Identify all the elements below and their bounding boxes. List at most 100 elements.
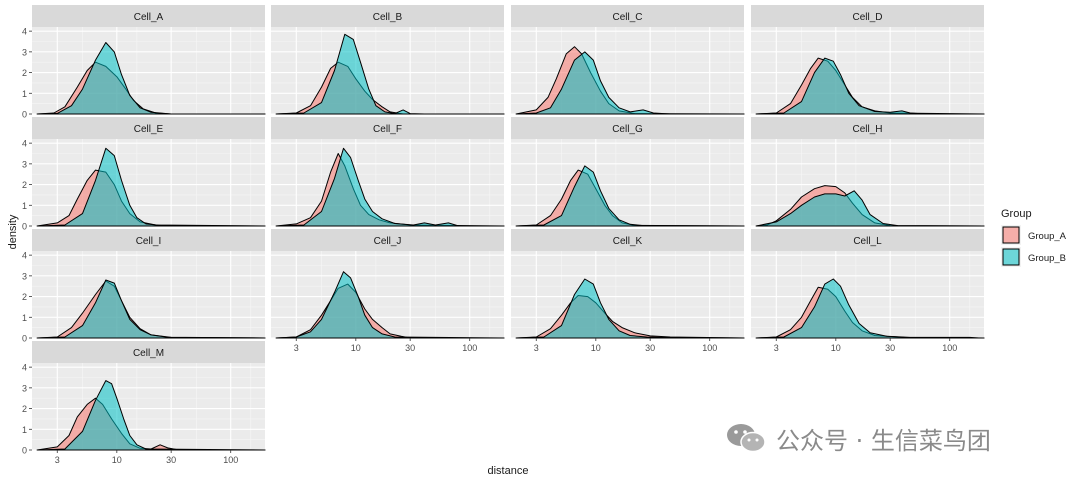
facet-strip <box>32 117 265 139</box>
watermark-text: 公众号 · 生信菜鸟团 <box>776 426 991 455</box>
panel-background <box>32 27 265 114</box>
facet-panel-cell-i: Cell_I 0 1 2 3 4 <box>22 229 266 344</box>
x-tick-label: 10 <box>591 343 601 353</box>
facet-panel-cell-k: Cell_K 3 10 30 100 <box>511 229 745 353</box>
facet-strip-label: Cell_G <box>612 124 643 135</box>
facet-panel-cell-h: Cell_H <box>751 117 985 227</box>
facet-panel-cell-a: Cell_A 0 1 2 3 4 <box>22 5 266 120</box>
watermark: 公众号 · 生信菜鸟团 <box>724 420 991 456</box>
y-tick-label: 1 <box>22 313 27 323</box>
density-area-group-b <box>755 57 985 115</box>
x-tick-label: 100 <box>942 343 957 353</box>
density-area-group-b <box>755 278 985 339</box>
facet-panel-cell-g: Cell_G <box>511 117 745 227</box>
facet-strip-label: Cell_H <box>852 124 882 135</box>
y-tick-label: 2 <box>22 404 27 414</box>
x-tick-label: 30 <box>645 343 655 353</box>
y-tick-label: 4 <box>22 27 27 37</box>
x-tick-label: 100 <box>462 343 477 353</box>
facet-strip <box>32 5 265 27</box>
panel-background <box>271 27 504 114</box>
legend: Group Group_A Group_B <box>1001 208 1067 267</box>
panel-background <box>751 251 984 338</box>
x-tick-label: 10 <box>112 455 122 465</box>
panel-background <box>511 251 744 338</box>
y-tick-label: 0 <box>22 110 27 120</box>
facet-strip-label: Cell_A <box>134 12 164 23</box>
facet-strip-label: Cell_J <box>374 236 402 247</box>
facet-panel-cell-d: Cell_D <box>751 5 985 115</box>
facet-panel-cell-e: Cell_E 0 1 2 3 4 <box>22 117 266 232</box>
facet-strip-label: Cell_I <box>136 236 162 247</box>
facet-strip-label: Cell_M <box>133 348 164 359</box>
density-area-group-b <box>36 279 266 339</box>
panel-background <box>751 27 984 114</box>
facet-panel-cell-m: Cell_M 0 1 2 3 4 3 10 30 100 <box>22 341 266 465</box>
facet-strip <box>32 229 265 251</box>
y-tick-label: 1 <box>22 89 27 99</box>
wechat-icon <box>727 424 766 453</box>
facet-panel-cell-f: Cell_F <box>271 117 505 227</box>
facet-strip-label: Cell_K <box>613 236 643 247</box>
facet-panel-cell-l: Cell_L 3 10 30 100 <box>751 229 985 353</box>
x-axis-title: distance <box>488 465 529 477</box>
density-area-group-b <box>275 33 505 115</box>
panel-background <box>271 251 504 338</box>
facet-strip-label: Cell_F <box>373 124 402 135</box>
y-tick-label: 2 <box>22 292 27 302</box>
facet-strip <box>751 5 984 27</box>
y-tick-label: 1 <box>22 201 27 211</box>
x-tick-label: 10 <box>351 343 361 353</box>
y-tick-label: 4 <box>22 139 27 149</box>
y-tick-label: 0 <box>22 222 27 232</box>
x-tick-label: 30 <box>885 343 895 353</box>
facet-strip <box>271 117 504 139</box>
density-area-group-b <box>515 51 745 115</box>
facet-panel-cell-c: Cell_C <box>511 5 745 115</box>
density-area-group-b <box>275 271 505 339</box>
y-tick-label: 2 <box>22 180 27 190</box>
facet-strip-label: Cell_C <box>612 12 642 23</box>
density-area-group-b <box>515 278 745 339</box>
panel-background <box>511 139 744 226</box>
y-tick-label: 3 <box>22 383 27 393</box>
density-area-group-b <box>36 147 266 227</box>
y-tick-label: 3 <box>22 47 27 57</box>
facet-strip <box>271 5 504 27</box>
y-tick-label: 3 <box>22 159 27 169</box>
facet-strip-label: Cell_L <box>853 236 882 247</box>
facet-strip-label: Cell_D <box>852 12 882 23</box>
x-tick-label: 30 <box>166 455 176 465</box>
density-area-group-b <box>755 190 985 227</box>
facet-strip <box>32 341 265 363</box>
x-tick-label: 100 <box>702 343 717 353</box>
y-tick-label: 0 <box>22 446 27 456</box>
y-tick-label: 4 <box>22 251 27 261</box>
density-area-group-b <box>515 165 745 227</box>
density-area-group-b <box>36 380 266 451</box>
panel-background <box>32 251 265 338</box>
x-tick-label: 3 <box>294 343 299 353</box>
facet-strip <box>511 229 744 251</box>
x-tick-label: 3 <box>534 343 539 353</box>
panel-background <box>271 139 504 226</box>
facet-strip <box>271 229 504 251</box>
y-tick-label: 3 <box>22 271 27 281</box>
legend-label: Group_A <box>1028 231 1067 242</box>
density-area-group-b <box>275 147 505 227</box>
density-area-group-b <box>36 42 266 115</box>
facet-strip <box>751 117 984 139</box>
x-tick-label: 30 <box>405 343 415 353</box>
legend-title: Group <box>1001 208 1032 220</box>
facet-panel-cell-b: Cell_B <box>271 5 505 115</box>
legend-label: Group_B <box>1028 253 1066 264</box>
panel-background <box>32 139 265 226</box>
x-tick-label: 10 <box>831 343 841 353</box>
facet-strip-label: Cell_E <box>134 124 164 135</box>
legend-key-group-a <box>1002 226 1020 244</box>
legend-key-group-b <box>1002 248 1020 266</box>
x-tick-label: 100 <box>223 455 238 465</box>
x-tick-label: 3 <box>55 455 60 465</box>
y-tick-label: 0 <box>22 334 27 344</box>
